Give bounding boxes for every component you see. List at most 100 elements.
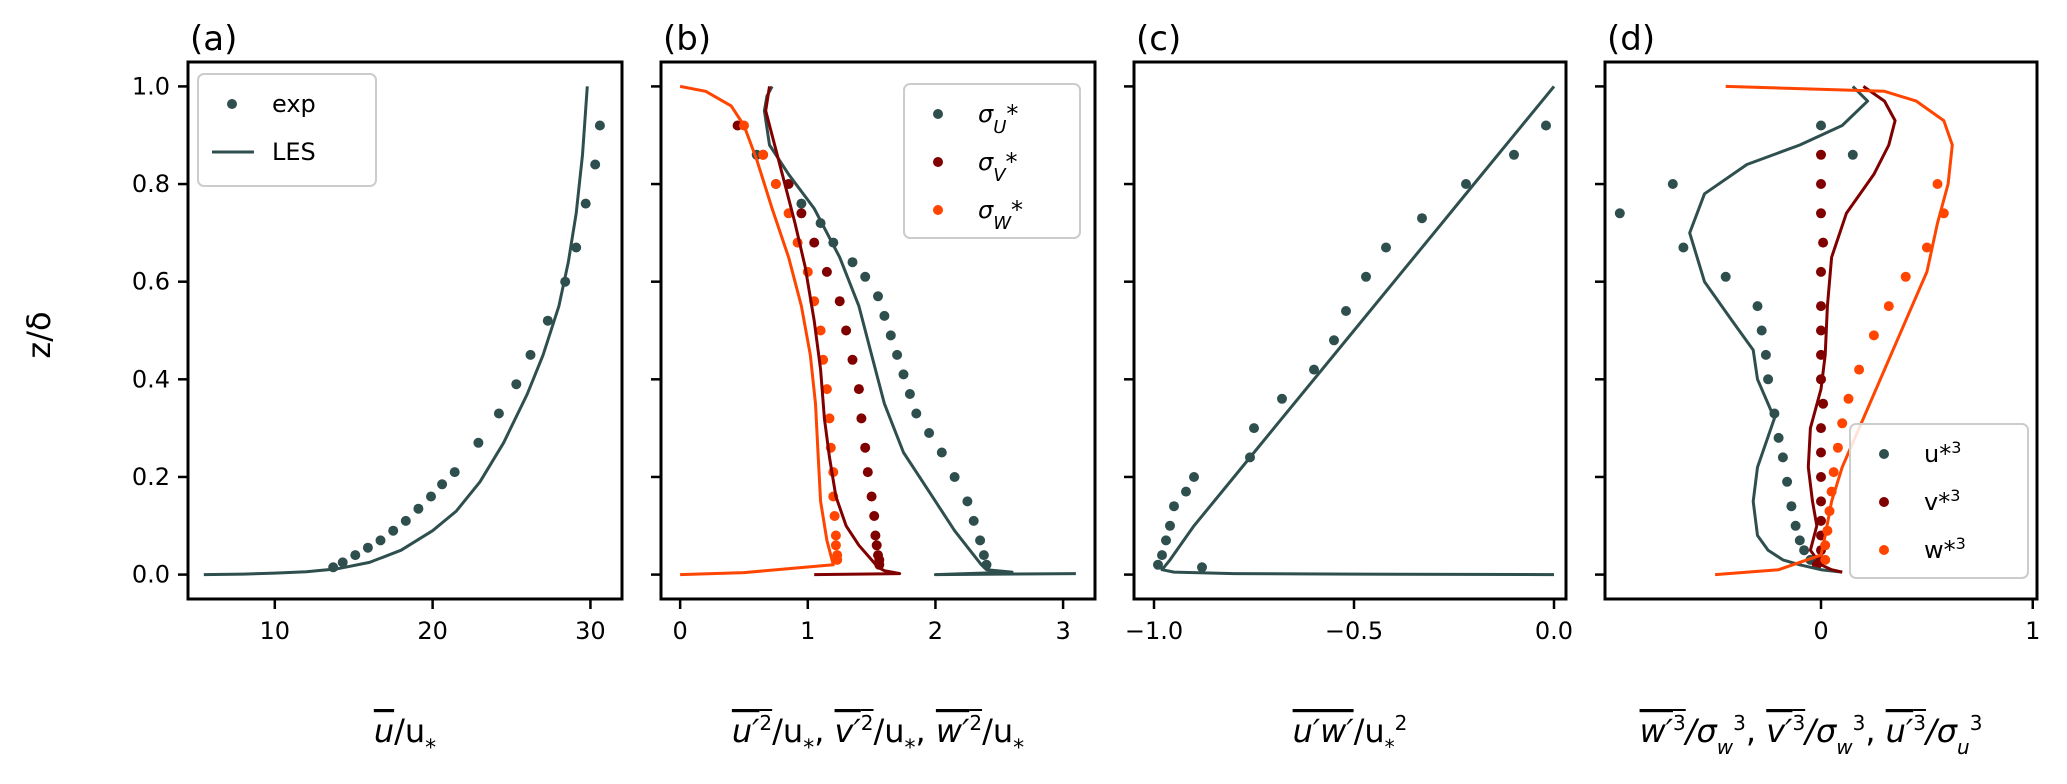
x-tick-label: 30	[575, 617, 606, 645]
series-line-4	[764, 86, 902, 577]
data-point	[1786, 501, 1797, 512]
series-line-1	[1160, 85, 1556, 577]
legend-marker	[933, 205, 943, 215]
data-point	[830, 530, 841, 541]
data-point	[847, 257, 858, 268]
x-tick-label: 1	[800, 617, 815, 645]
data-point	[841, 325, 852, 336]
data-point	[829, 511, 840, 521]
data-point	[1169, 501, 1179, 512]
data-point	[873, 291, 883, 302]
data-point	[870, 530, 881, 541]
data-point	[1837, 418, 1848, 429]
data-point	[904, 389, 915, 399]
data-point	[1828, 467, 1839, 478]
data-point	[796, 198, 807, 209]
data-point	[815, 325, 826, 336]
data-point	[400, 515, 411, 526]
data-point	[1816, 301, 1826, 312]
data-point	[1799, 545, 1810, 556]
data-point	[375, 535, 386, 546]
data-point	[856, 413, 867, 424]
data-point	[936, 447, 947, 458]
data-point	[1509, 149, 1519, 160]
series-line-4	[1806, 85, 1897, 574]
data-point	[1189, 472, 1199, 482]
legend-marker	[1879, 449, 1889, 459]
legend-marker	[1879, 545, 1889, 555]
data-point	[1773, 432, 1784, 443]
data-point	[362, 542, 373, 553]
axes-frame	[186, 60, 624, 601]
data-point	[821, 266, 832, 277]
data-point	[1832, 442, 1843, 453]
data-point	[1843, 393, 1854, 404]
data-point	[898, 369, 909, 380]
data-point	[1921, 242, 1932, 253]
legend-marker	[933, 157, 943, 167]
data-point	[1883, 301, 1894, 312]
data-point	[1816, 496, 1826, 507]
data-point	[594, 120, 605, 131]
y-tick-label: 0.4	[132, 365, 170, 393]
data-point	[1197, 562, 1207, 573]
data-point	[1157, 550, 1167, 561]
legend-label: v*3	[1924, 486, 1960, 517]
y-tick-label: 0.2	[132, 463, 170, 491]
data-point	[968, 515, 979, 526]
data-point	[1153, 559, 1163, 570]
data-point	[1541, 120, 1551, 131]
legend-marker	[933, 109, 943, 119]
data-point	[1790, 520, 1801, 531]
x-tick-label: 1	[2025, 617, 2040, 645]
data-point	[962, 496, 973, 507]
data-point	[473, 437, 484, 448]
panel-b: 0 1 2 3 (b)	[651, 19, 1097, 645]
data-point	[796, 208, 807, 219]
data-point	[1816, 266, 1826, 277]
x-axis-label-a: u/u*	[374, 712, 436, 761]
data-point	[1760, 349, 1771, 360]
x-tick-label: 20	[417, 617, 448, 645]
data-point	[413, 503, 424, 514]
data-point	[1249, 423, 1259, 434]
legend-panel-b: σU* σV* σW*	[903, 83, 1081, 239]
data-point	[860, 442, 871, 453]
legend-panel-d: u*3 v*3 w*3	[1849, 423, 2029, 579]
data-point	[1818, 237, 1829, 248]
data-point	[1900, 271, 1911, 282]
data-point	[571, 242, 582, 253]
x-tick-label: 0.0	[1535, 617, 1573, 645]
x-tick-label: 0	[673, 617, 688, 645]
legend-label: w*3	[1924, 534, 1966, 565]
data-point	[1816, 325, 1826, 336]
legend-label: σW*	[978, 196, 1023, 234]
panel-label: (c)	[1136, 19, 1181, 59]
data-point	[1932, 179, 1943, 189]
legend-panel-a: exp LES	[197, 73, 377, 187]
y-tick-label: 0.8	[132, 170, 170, 198]
data-point	[978, 550, 989, 561]
data-point	[1678, 242, 1689, 253]
panel-d: 0 1 (d)	[1595, 19, 2040, 645]
data-point	[847, 354, 858, 365]
data-point	[1756, 325, 1767, 336]
data-point	[1381, 242, 1391, 253]
legend-marker	[227, 99, 237, 109]
data-point	[1847, 149, 1858, 160]
data-point	[1165, 520, 1175, 531]
data-point	[1816, 120, 1826, 131]
data-point	[879, 310, 890, 321]
data-point	[866, 491, 877, 502]
data-point	[862, 467, 873, 478]
data-point	[337, 557, 348, 568]
legend-label: σV*	[978, 148, 1018, 186]
data-point	[437, 479, 448, 490]
data-point	[830, 540, 841, 551]
data-point	[824, 413, 835, 424]
data-point	[1763, 374, 1774, 385]
data-point	[853, 384, 864, 395]
data-point	[388, 525, 399, 536]
data-point	[1161, 535, 1171, 546]
data-point	[924, 428, 935, 438]
